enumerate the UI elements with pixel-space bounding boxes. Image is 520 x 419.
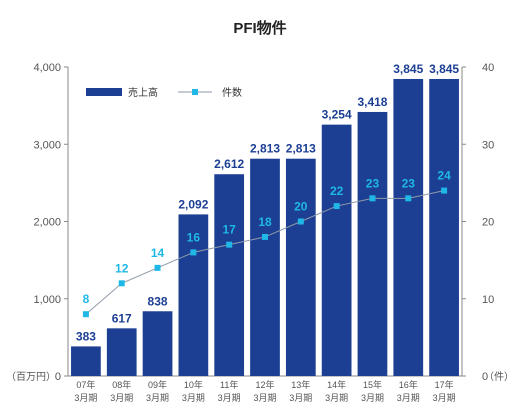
category-label-period: 3月期 [218,393,241,403]
legend-line-marker [192,89,198,95]
right-axis-unit: （件） [484,371,514,383]
line-value-label: 17 [223,223,237,237]
line-value-label: 8 [83,292,90,306]
line-point [190,249,197,256]
category-label-year: 11年 [220,379,238,390]
bar-value-label: 3,254 [322,108,352,122]
line-value-label: 20 [294,200,308,214]
category-label-period: 3月期 [253,393,276,403]
left-tick-label: 3,000 [33,139,61,151]
category-label-year: 17年 [435,379,454,390]
bar [106,328,137,376]
category-label-period: 3月期 [146,393,169,403]
category-label-period: 3月期 [110,393,133,403]
line-point [333,203,340,210]
bar [393,78,424,376]
bar [321,124,352,376]
line-point [154,264,161,271]
category-label-period: 3月期 [182,393,205,403]
bar-value-label: 617 [112,311,132,325]
category-label-year: 07年 [76,379,95,390]
bar-value-label: 3,418 [357,95,387,109]
left-tick-label: 1,000 [33,294,61,306]
line-point [118,280,125,287]
category-label-year: 13年 [291,379,310,390]
legend-bar-swatch [86,88,122,96]
category-label-year: 09年 [148,379,167,390]
bar-series-group: 383 617 838 2,092 2,612 2,813 2,813 3,254 3,418 3… [71,62,459,376]
legend-bar-label: 売上高 [128,86,158,99]
left-axis-unit: （百万円） [6,371,56,383]
x-axis-categories: 07年 3月期 08年 3月期 09年 3月期 10年 3月期 11年 3月期 12年 3月期 13年 3… [74,379,455,403]
bar-value-label: 2,092 [178,197,208,211]
line-point [262,233,268,240]
line-value-label: 22 [330,184,344,198]
bar-value-label: 3,845 [393,62,423,76]
bar-value-label: 2,813 [250,142,280,156]
left-tick-label: 0 [55,371,61,383]
legend-line-label: 件数 [222,86,242,99]
bar [357,111,388,376]
category-label-period: 3月期 [397,393,420,403]
category-label-year: 10年 [184,379,203,390]
category-label-year: 15年 [363,379,382,390]
line-point [441,187,448,194]
line-value-label: 18 [258,215,272,229]
category-label-period: 3月期 [433,393,456,403]
bar [214,174,245,376]
bar-value-label: 838 [148,294,168,308]
line-series-group: 8 12 14 16 17 18 20 22 23 23 24 [82,169,451,318]
bar-value-label: 3,845 [429,62,459,76]
bar [142,311,173,376]
bar [429,78,459,376]
line-value-label: 16 [187,230,201,244]
bar [285,158,316,376]
right-tick-label: 0 [482,371,488,383]
category-label-year: 08年 [112,379,131,390]
left-axis-ticks: 0 1,000 2,000 3,000 4,000 [33,62,68,383]
right-axis-ticks: 0 10 20 30 40 [462,62,494,383]
left-tick-label: 2,000 [33,217,61,229]
line-value-label: 23 [402,176,416,190]
bar [71,346,101,376]
right-tick-label: 10 [482,294,494,306]
bar [250,158,280,376]
category-label-period: 3月期 [361,393,384,403]
line-point [226,241,233,248]
category-label-year: 14年 [327,379,346,390]
right-tick-label: 40 [482,62,494,74]
category-label-year: 12年 [255,379,274,390]
right-tick-label: 20 [482,217,494,229]
category-label-period: 3月期 [289,393,312,403]
bar [178,214,209,376]
chart-title: PFI物件 [233,19,286,37]
category-label-period: 3月期 [325,393,348,403]
left-tick-label: 4,000 [33,62,61,74]
line-point [82,311,89,318]
line-value-label: 23 [366,176,380,190]
line-point [297,218,304,225]
line-value-label: 24 [437,169,451,183]
line-point [405,195,412,202]
category-label-year: 16年 [399,379,418,390]
category-label-period: 3月期 [74,393,97,403]
line-value-label: 12 [115,261,129,275]
line-point [369,195,376,202]
right-tick-label: 30 [482,139,494,151]
bar-value-label: 2,813 [286,142,316,156]
line-value-label: 14 [151,246,165,260]
bar-value-label: 2,612 [214,157,244,171]
legend: 売上高 件数 [86,86,242,99]
bar-value-label: 383 [76,329,96,343]
